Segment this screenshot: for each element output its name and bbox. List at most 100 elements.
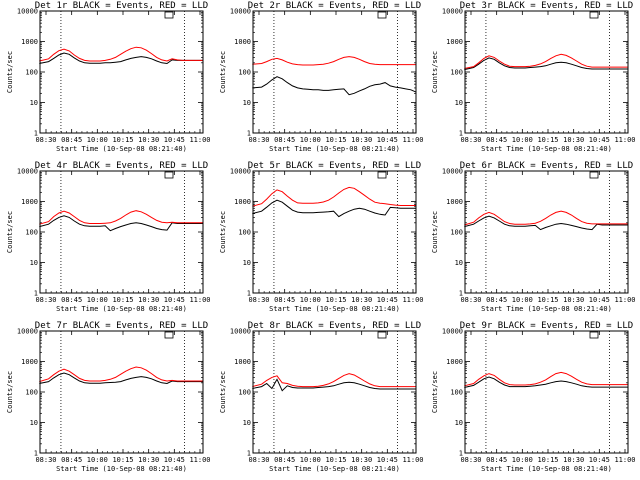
y-tick-label: 10000 <box>230 168 251 176</box>
y-tick-label: 10000 <box>442 8 463 16</box>
corner-box-icon <box>164 331 174 339</box>
x-tick-label: 11:00 <box>189 136 210 144</box>
series-events-line <box>252 378 416 392</box>
plot-frame <box>464 10 629 134</box>
x-tick-label: 10:15 <box>325 456 346 464</box>
x-tick-label: 10:15 <box>537 296 558 304</box>
x-tick-label: 08:45 <box>274 456 295 464</box>
series-lld-line <box>464 210 628 226</box>
series-lld-line <box>39 46 203 62</box>
x-tick-label: 11:00 <box>614 296 635 304</box>
plot-frame <box>252 330 417 454</box>
series-lld-line <box>252 186 416 207</box>
y-tick-label: 1 <box>247 130 251 138</box>
y-tick-label: 1 <box>34 290 38 298</box>
panel-5: Det 5r BLACK = Events, RED = LLD10000100… <box>219 161 424 313</box>
y-tick-label: 1000 <box>234 198 251 206</box>
y-tick-label: 1 <box>34 450 38 458</box>
x-axis-label: Start Time (10-Sep-08 08:21:40) <box>56 145 187 153</box>
y-tick-label: 1000 <box>21 38 38 46</box>
corner-box-icon <box>377 11 387 19</box>
x-tick-label: 08:30 <box>35 136 56 144</box>
x-tick-label: 10:00 <box>300 136 321 144</box>
x-tick-label: 10:45 <box>589 456 610 464</box>
y-axis-label: Counts/sec <box>219 371 227 413</box>
y-axis-label: Counts/sec <box>6 211 14 253</box>
x-tick-label: 10:15 <box>112 456 133 464</box>
x-tick-label: 11:00 <box>189 296 210 304</box>
y-tick-label: 10 <box>243 419 251 427</box>
y-tick-label: 10000 <box>17 328 38 336</box>
x-tick-label: 10:15 <box>325 136 346 144</box>
x-tick-label: 10:30 <box>351 296 372 304</box>
series-lld-line <box>39 366 203 383</box>
corner-box-icon <box>377 331 387 339</box>
corner-box-icon <box>589 11 599 19</box>
x-axis-label: Start Time (10-Sep-08 08:21:40) <box>56 305 187 313</box>
x-axis-label: Start Time (10-Sep-08 08:21:40) <box>481 145 612 153</box>
x-tick-label: 10:30 <box>351 136 372 144</box>
x-tick-label: 10:00 <box>87 136 108 144</box>
series-events-line <box>252 199 416 218</box>
y-axis-label: Counts/sec <box>6 371 14 413</box>
x-tick-label: 11:00 <box>614 136 635 144</box>
y-tick-label: 10000 <box>17 8 38 16</box>
x-axis-label: Start Time (10-Sep-08 08:21:40) <box>269 145 400 153</box>
x-tick-label: 08:30 <box>248 456 269 464</box>
corner-box-icon <box>164 171 174 179</box>
y-axis-label: Counts/sec <box>431 371 439 413</box>
y-tick-label: 100 <box>450 229 463 237</box>
x-tick-label: 08:30 <box>248 136 269 144</box>
x-tick-label: 10:00 <box>300 296 321 304</box>
y-tick-label: 1000 <box>21 198 38 206</box>
x-tick-label: 10:45 <box>589 296 610 304</box>
panel-title: Det 1r BLACK = Events, RED = LLD <box>35 1 208 11</box>
x-tick-label: 10:15 <box>112 136 133 144</box>
plot-frame <box>39 10 204 134</box>
y-tick-label: 10000 <box>442 328 463 336</box>
y-tick-label: 1000 <box>446 358 463 366</box>
y-tick-label: 1 <box>459 450 463 458</box>
y-tick-label: 100 <box>25 389 38 397</box>
y-tick-label: 10 <box>30 419 38 427</box>
panel-7: Det 7r BLACK = Events, RED = LLD10000100… <box>6 321 211 473</box>
x-tick-label: 11:00 <box>402 296 423 304</box>
x-tick-label: 10:30 <box>563 136 584 144</box>
panel-4: Det 4r BLACK = Events, RED = LLD10000100… <box>6 161 211 313</box>
y-tick-label: 100 <box>238 389 251 397</box>
series-lld-line <box>464 371 628 387</box>
y-tick-label: 1 <box>247 450 251 458</box>
panel-6: Det 6r BLACK = Events, RED = LLD10000100… <box>431 161 636 313</box>
x-tick-label: 10:45 <box>377 296 398 304</box>
x-tick-label: 10:15 <box>325 296 346 304</box>
panel-8: Det 8r BLACK = Events, RED = LLD10000100… <box>219 321 424 473</box>
x-tick-label: 08:30 <box>460 296 481 304</box>
corner-box-icon <box>164 11 174 19</box>
x-axis-label: Start Time (10-Sep-08 08:21:40) <box>56 465 187 473</box>
x-tick-label: 11:00 <box>402 136 423 144</box>
x-tick-label: 10:30 <box>563 296 584 304</box>
x-tick-label: 10:00 <box>87 456 108 464</box>
x-tick-label: 10:45 <box>589 136 610 144</box>
series-events-line <box>464 215 628 231</box>
x-axis-label: Start Time (10-Sep-08 08:21:40) <box>269 305 400 313</box>
x-tick-label: 10:30 <box>351 456 372 464</box>
panel-title: Det 3r BLACK = Events, RED = LLD <box>460 1 633 11</box>
plot-frame <box>464 330 629 454</box>
y-tick-label: 1000 <box>446 38 463 46</box>
x-tick-label: 08:30 <box>35 456 56 464</box>
x-tick-label: 10:30 <box>138 296 159 304</box>
x-tick-label: 10:15 <box>537 136 558 144</box>
y-axis-label: Counts/sec <box>219 51 227 93</box>
y-tick-label: 10 <box>455 99 463 107</box>
x-tick-label: 10:00 <box>512 136 533 144</box>
x-tick-label: 08:45 <box>61 296 82 304</box>
x-tick-label: 10:00 <box>87 296 108 304</box>
y-tick-label: 10000 <box>230 8 251 16</box>
x-axis-label: Start Time (10-Sep-08 08:21:40) <box>269 465 400 473</box>
corner-box-icon <box>589 331 599 339</box>
series-events-line <box>39 215 203 232</box>
y-tick-label: 1000 <box>446 198 463 206</box>
